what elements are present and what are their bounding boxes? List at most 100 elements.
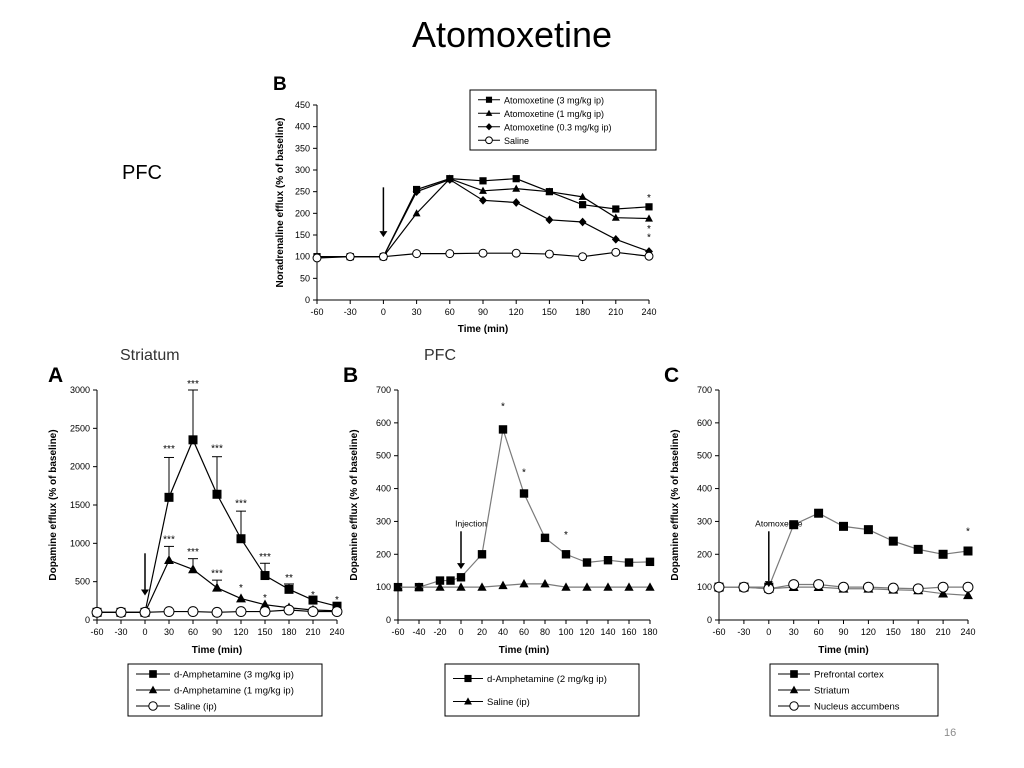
data-point <box>283 604 295 616</box>
y-tick-label: 400 <box>295 122 310 132</box>
significance-marker: * <box>335 595 339 606</box>
y-tick-label: 0 <box>707 615 712 625</box>
data-point <box>498 580 508 590</box>
x-tick-label: 120 <box>579 627 594 637</box>
significance-marker: * <box>263 593 267 604</box>
y-tick-label: 700 <box>697 385 712 395</box>
y-tick-label: 600 <box>376 418 391 428</box>
data-point <box>888 536 898 546</box>
y-tick-label: 450 <box>295 100 310 110</box>
data-point <box>164 492 174 502</box>
data-point <box>713 581 725 593</box>
y-tick-label: 2000 <box>70 462 90 472</box>
x-tick-label: -30 <box>114 627 127 637</box>
legend-marker <box>789 701 799 711</box>
significance-marker: * <box>647 193 651 204</box>
data-point <box>645 582 655 591</box>
data-point <box>611 213 620 221</box>
x-tick-label: 180 <box>575 307 590 317</box>
x-tick-label: -30 <box>737 627 750 637</box>
panel-letter: B <box>343 364 358 387</box>
y-tick-label: 0 <box>85 615 90 625</box>
injection-arrow-head <box>457 563 465 570</box>
x-tick-label: 150 <box>257 627 272 637</box>
y-axis-label: Dopamine efflux (% of baseline) <box>48 429 59 580</box>
injection-arrow-head <box>379 231 388 238</box>
y-tick-label: 300 <box>697 516 712 526</box>
data-point <box>378 252 388 262</box>
x-tick-label: 180 <box>642 627 657 637</box>
legend-marker <box>148 685 158 694</box>
y-tick-label: 0 <box>305 295 310 305</box>
x-tick-label: -60 <box>391 627 404 637</box>
data-point <box>412 187 421 196</box>
legend-label: Saline <box>504 136 529 146</box>
y-tick-label: 0 <box>386 615 391 625</box>
data-point <box>446 576 455 585</box>
legend-label: Saline (ip) <box>174 702 217 713</box>
y-tick-label: 400 <box>697 484 712 494</box>
data-point <box>259 606 271 618</box>
y-tick-label: 600 <box>697 418 712 428</box>
chart-panelC: C 0 100 200 300 400 500 600 700 -60 -30 0 30 60 90 120 1… <box>664 364 976 717</box>
x-tick-label: 30 <box>789 627 799 637</box>
x-tick-label: 0 <box>381 307 386 317</box>
data-point <box>624 582 634 591</box>
data-point <box>479 196 487 205</box>
data-point <box>445 249 455 259</box>
data-point <box>612 205 620 213</box>
data-point <box>611 235 620 244</box>
data-point <box>838 581 849 593</box>
y-tick-label: 3000 <box>70 385 90 395</box>
data-point <box>645 203 653 211</box>
x-tick-label: 240 <box>329 627 344 637</box>
x-tick-label: 140 <box>600 627 615 637</box>
slide-title: Atomoxetine <box>411 14 613 55</box>
chart-striatumA: A Striatum 0 500 1000 1500 2000 2500 3000 -60 -30 0… <box>48 347 345 717</box>
y-tick-label: 400 <box>376 484 391 494</box>
data-point <box>540 579 550 588</box>
x-axis-label: Time (min) <box>818 645 868 656</box>
legend-label: Prefrontal cortex <box>814 670 884 681</box>
legend-marker <box>148 701 158 711</box>
data-point <box>479 186 487 194</box>
data-point <box>962 581 974 593</box>
data-point <box>578 217 587 227</box>
legend-label: Atomoxetine (3 mg/kg ip) <box>504 95 604 105</box>
y-tick-label: 100 <box>697 582 712 592</box>
significance-marker: *** <box>163 444 175 455</box>
data-point <box>938 549 948 559</box>
legend-marker <box>464 674 472 683</box>
y-tick-label: 300 <box>376 516 391 526</box>
legend-marker <box>485 109 493 116</box>
injection-arrow-head <box>141 589 149 596</box>
data-point <box>456 573 466 582</box>
data-point <box>644 251 654 261</box>
significance-marker: * <box>966 527 970 538</box>
data-point <box>236 593 246 603</box>
data-point <box>345 252 355 262</box>
x-tick-label: 0 <box>766 627 771 637</box>
y-axis-label: Dopamine efflux (% of baseline) <box>670 429 681 580</box>
significance-marker: *** <box>259 552 271 563</box>
data-point <box>478 248 488 258</box>
data-point <box>187 606 199 618</box>
x-tick-label: 20 <box>477 627 487 637</box>
x-tick-label: 30 <box>164 627 174 637</box>
legend-marker <box>485 136 493 145</box>
data-point <box>578 192 587 200</box>
x-tick-label: 180 <box>281 627 296 637</box>
data-point <box>479 177 487 185</box>
significance-marker: *** <box>235 499 247 510</box>
legend-marker <box>464 697 472 705</box>
data-point <box>435 576 445 585</box>
data-point <box>211 606 223 618</box>
data-point <box>435 582 445 591</box>
data-point <box>813 579 825 590</box>
x-tick-label: 60 <box>445 307 455 317</box>
x-tick-label: 60 <box>814 627 824 637</box>
data-point <box>963 546 973 556</box>
legend-label: Atomoxetine (0.3 mg/kg ip) <box>504 122 612 132</box>
data-point <box>212 489 222 499</box>
x-tick-label: 40 <box>498 627 508 637</box>
